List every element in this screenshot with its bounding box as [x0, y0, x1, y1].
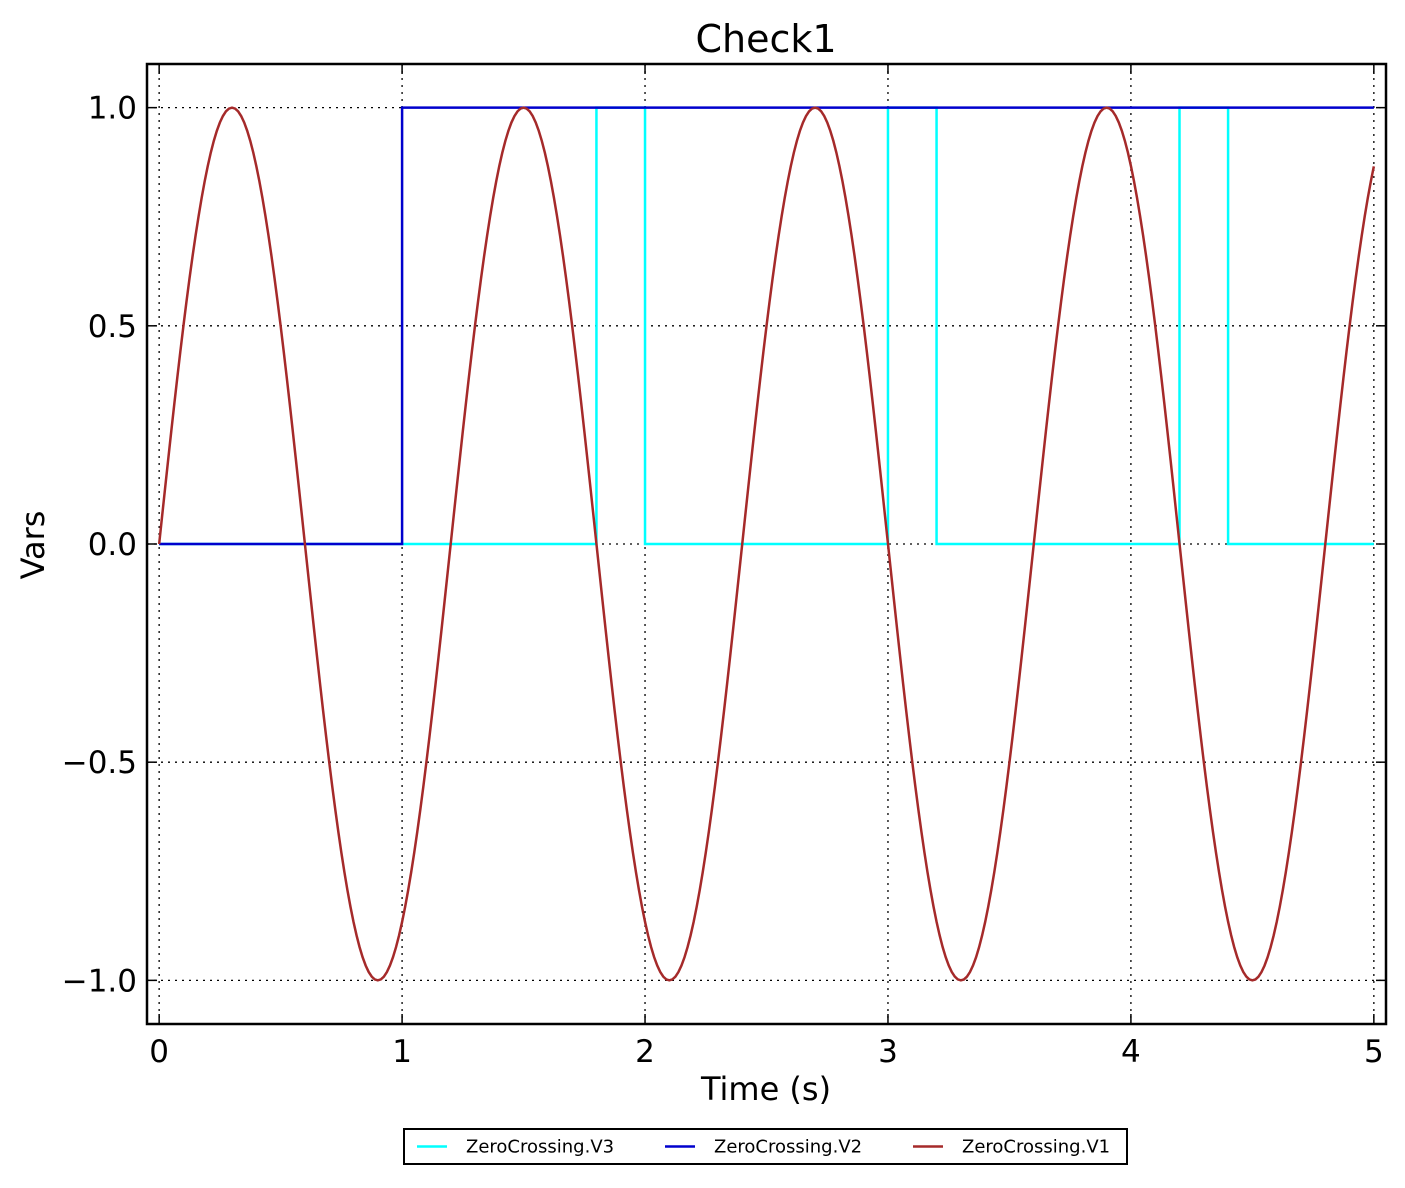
y-tick-label: −0.5 — [62, 745, 137, 781]
ticks-layer: 0 1 2 3 4 5 1.0 0.5 0.0 −0.5 −1.0 — [62, 64, 1386, 1070]
x-tick-label: 2 — [635, 1034, 655, 1070]
chart-title: Check1 — [695, 17, 836, 61]
x-tick-label: 4 — [1121, 1034, 1141, 1070]
x-tick-label: 0 — [149, 1034, 169, 1070]
series-line-zerocrossing-v2 — [159, 106, 1374, 546]
legend-label-zerocrossing-v2: ZeroCrossing.V2 — [714, 1137, 862, 1158]
y-tick-label: 0.0 — [88, 527, 137, 563]
legend-box — [403, 1128, 1128, 1165]
series-layer — [157, 106, 1376, 982]
legend: ZeroCrossing.V3 ZeroCrossing.V2 ZeroCrossi… — [403, 1128, 1128, 1165]
legend-label-zerocrossing-v3: ZeroCrossing.V3 — [466, 1137, 614, 1158]
x-axis-label: Time (s) — [700, 1070, 831, 1108]
x-tick-label: 3 — [878, 1034, 898, 1070]
grid-layer — [147, 64, 1386, 1024]
y-tick-label: 1.0 — [88, 91, 137, 127]
y-tick-label: 0.5 — [88, 309, 137, 345]
x-tick-label: 5 — [1364, 1034, 1384, 1070]
y-tick-label: −1.0 — [62, 963, 137, 999]
series-line-zerocrossing-v1 — [157, 106, 1376, 982]
x-tick-label: 1 — [392, 1034, 412, 1070]
y-axis-label: Vars — [14, 511, 52, 580]
legend-label-zerocrossing-v1: ZeroCrossing.V1 — [962, 1137, 1110, 1158]
